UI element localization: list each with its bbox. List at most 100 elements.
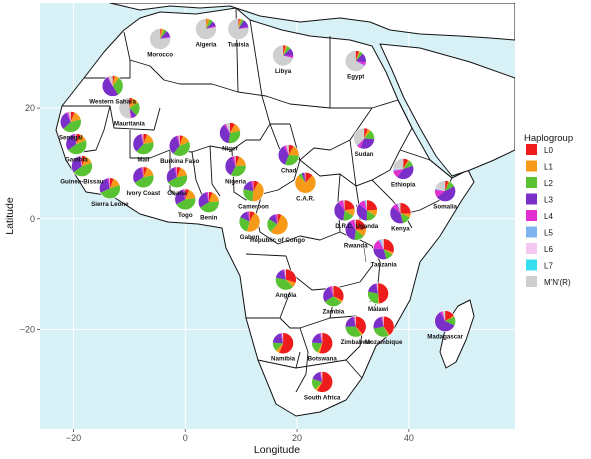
pie-ivory-coast — [132, 166, 155, 189]
pie-slice-mnr — [142, 166, 144, 178]
pie-slice-l5 — [396, 203, 401, 214]
pie-slice-l3 — [278, 145, 289, 165]
pie-slice-l4 — [283, 269, 286, 280]
pie-outline — [71, 155, 93, 178]
pie-slice-l1 — [160, 28, 165, 39]
pie-slice-mnr — [284, 269, 286, 280]
pie-slice-l0 — [317, 371, 333, 393]
pie-slice-l1 — [70, 112, 81, 122]
country-label-angola: Angola — [275, 292, 297, 299]
pie-slice-l2 — [129, 102, 140, 116]
pie-slice-l4 — [434, 189, 446, 198]
pie-outline — [311, 371, 334, 393]
pie-slice-mnr — [286, 144, 289, 156]
pie-slice-l3 — [268, 214, 278, 225]
pie-slice-l1 — [355, 229, 367, 237]
y-tick-label: −20 — [20, 324, 35, 334]
pie-slice-l2 — [173, 141, 191, 157]
pie-outline — [174, 188, 197, 211]
pie-slice-l3 — [322, 286, 334, 302]
pie-slice-l3 — [71, 156, 82, 173]
pie-c-a-r — [294, 172, 317, 194]
pie-slice-l0 — [112, 75, 115, 86]
country-label-south-africa: South Africa — [304, 394, 341, 401]
pie-slice-l2 — [176, 198, 196, 210]
pie-slice-l1 — [364, 128, 371, 139]
pie-slice-l1 — [400, 213, 411, 218]
pie-slice-l1 — [112, 75, 120, 86]
country-label-madagascar: Madagascar — [427, 334, 463, 341]
pie-slice-l4 — [129, 108, 133, 119]
pie-outline — [389, 202, 412, 225]
country-label-ghana: Ghana — [167, 190, 187, 197]
pie-outline — [242, 180, 265, 202]
pie-slice-mnr — [354, 316, 356, 327]
country-label-burkina-faso: Burkina Faso — [160, 158, 199, 165]
pie-slice-l0 — [445, 180, 449, 192]
pie-outline — [65, 133, 88, 155]
pie-ghana — [166, 166, 188, 189]
x-tick-label: −20 — [66, 433, 81, 443]
pie-slice-l3 — [166, 167, 177, 183]
legend-items: L0 L1 L2 L3 L4 L5 L6 L7 M'N'(R) — [526, 144, 571, 287]
pie-slice-l2 — [275, 277, 294, 291]
legend-label: L6 — [544, 245, 553, 254]
pie-outline — [322, 285, 345, 308]
pie-slice-l2 — [199, 201, 220, 213]
pie-outline — [294, 172, 317, 194]
pie-slice-l4 — [349, 219, 356, 230]
pie-slice-l2 — [73, 162, 93, 177]
pie-outline — [132, 133, 155, 155]
pie-slice-mnr — [109, 177, 110, 189]
pie-outline — [118, 97, 141, 119]
pie-slice-mnr — [272, 45, 294, 67]
pie-slice-l1 — [246, 212, 261, 233]
pie-tanzania — [372, 238, 395, 260]
country-label-sudan: Sudan — [355, 151, 374, 158]
pie-slice-l3 — [312, 371, 323, 382]
pie-slice-l0 — [288, 144, 294, 156]
pie-slice-mnr — [332, 285, 334, 297]
pie-outline — [149, 28, 171, 50]
pie-gambia — [65, 133, 88, 155]
pie-slice-l5 — [364, 200, 367, 211]
pie-slice-l5 — [356, 138, 365, 147]
pie-slice-mnr — [184, 188, 186, 200]
pie-mauritania — [118, 97, 141, 119]
pie-slice-l1 — [143, 167, 154, 178]
pie-slice-l3 — [129, 108, 137, 119]
legend-swatch-l6 — [526, 243, 537, 254]
pie-slice-l5 — [434, 188, 446, 192]
country-label-sierra-leone: Sierra Leone — [91, 201, 129, 208]
country-label-d-r-c: D.R.C. — [335, 223, 354, 230]
pie-slice-l2 — [445, 316, 456, 326]
pie-slice-l2 — [228, 131, 241, 144]
country-label-rwanda: Rwanda — [344, 242, 368, 249]
pie-slice-l1 — [252, 181, 264, 202]
pie-egypt — [344, 50, 367, 72]
pie-republic-of-congo — [266, 213, 289, 236]
country-label-guinea-bissau: Guinea-Bissau — [60, 179, 104, 186]
pie-outline — [275, 268, 297, 291]
haplogroup-pie-layer — [59, 18, 456, 393]
pie-slice-l4 — [392, 203, 401, 214]
pie-slice-mnr — [320, 332, 323, 344]
pie-outline — [344, 315, 367, 338]
pie-slice-l6 — [392, 168, 404, 170]
pie-cameroon — [242, 180, 265, 202]
pie-slice-l1 — [383, 249, 394, 255]
pie-nigeria — [224, 155, 247, 178]
pie-south-africa — [311, 371, 334, 393]
pie-slice-l0 — [176, 166, 181, 178]
pie-slice-mnr — [248, 211, 250, 222]
legend-label: L2 — [544, 179, 553, 188]
pie-slice-l5 — [355, 61, 366, 67]
pie-slice-l0 — [366, 199, 378, 211]
pie-slice-l2 — [364, 130, 375, 140]
pie-outline — [197, 191, 220, 213]
pie-slice-l4 — [231, 155, 236, 167]
pie-slice-l2 — [63, 119, 82, 133]
pie-slice-l6 — [434, 187, 446, 192]
pie-slice-l4 — [283, 55, 294, 59]
pie-slice-mnr — [80, 155, 82, 167]
